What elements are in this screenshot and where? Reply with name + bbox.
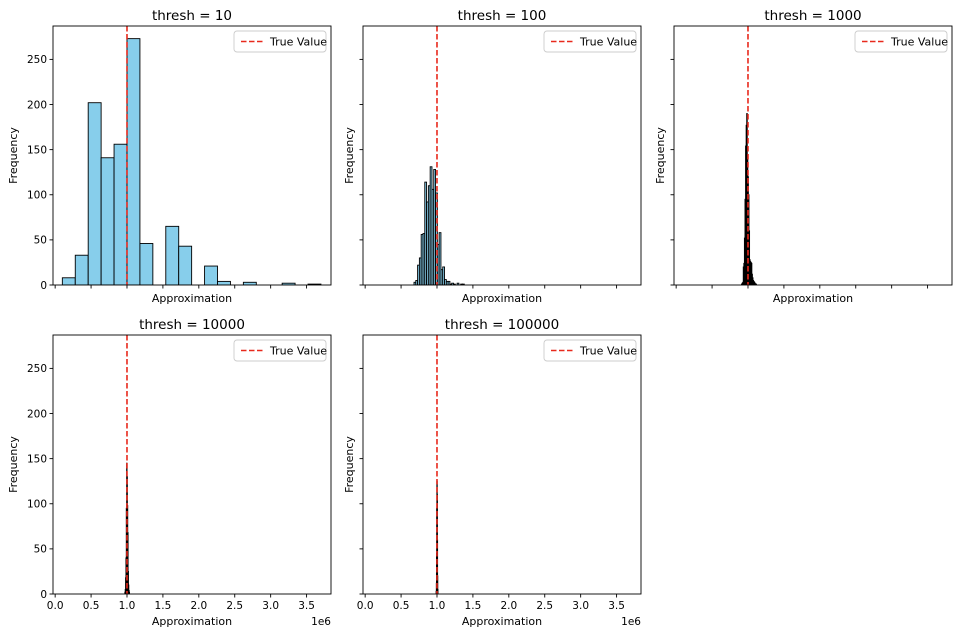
plot-area (61, 26, 322, 285)
x-axis-label: Approximation (152, 292, 232, 305)
legend: True Value (854, 30, 948, 53)
axes-frame (362, 334, 642, 595)
x-axis-label: Approximation (152, 615, 232, 628)
x-tick-label: 3.0 (572, 600, 589, 612)
histogram-bar (447, 280, 451, 285)
histogram-bar (217, 280, 231, 285)
x-tick-label: 1.0 (119, 600, 136, 612)
legend-box (233, 339, 327, 362)
x-tick-label: 3.5 (298, 600, 315, 612)
histogram-bar (139, 243, 154, 285)
histogram-bar (204, 265, 218, 285)
y-tick-label: 0 (40, 280, 47, 292)
histogram-bar (438, 232, 442, 285)
subplot-title: thresh = 1000 (764, 8, 861, 24)
y-axis-label: Frequency (7, 127, 20, 184)
plot-area (435, 335, 439, 594)
histogram-bar (462, 283, 465, 285)
legend-box (543, 30, 637, 53)
legend-box (543, 339, 637, 362)
legend: True Value (543, 339, 637, 362)
axes-frame (362, 25, 642, 286)
plot-area (741, 26, 757, 285)
x-tick-label: 1.5 (155, 600, 172, 612)
axes-frame (52, 25, 332, 286)
y-tick-label: 250 (27, 54, 47, 66)
legend-label: True Value (269, 36, 327, 49)
x-tick-label: 3.0 (262, 600, 279, 612)
histogram-bar (453, 283, 456, 285)
subplot-title: thresh = 10 (152, 8, 232, 24)
y-tick-label: 0 (40, 589, 47, 601)
x-axis-label: Approximation (462, 292, 542, 305)
histogram-bar (100, 157, 115, 285)
x-tick-label: 0.5 (393, 600, 410, 612)
y-tick-label: 200 (27, 99, 47, 111)
histogram-bar (178, 245, 193, 285)
y-tick-label: 100 (27, 499, 47, 511)
histogram-bar (74, 254, 89, 285)
subplot-2: thresh = 100 Approximation Frequency True V… (343, 8, 642, 305)
legend: True Value (233, 30, 327, 53)
y-tick-label: 150 (27, 453, 47, 465)
y-tick-label: 250 (27, 363, 47, 375)
histogram-bar (281, 282, 296, 285)
x-tick-label: 2.5 (226, 600, 243, 612)
x-tick-label: 3.5 (608, 600, 625, 612)
histogram-bar (113, 143, 128, 285)
y-axis-label: Frequency (343, 436, 356, 493)
y-axis-label: Frequency (343, 127, 356, 184)
x-tick-label: 1.5 (465, 600, 482, 612)
x-tick-label: 0.5 (83, 600, 100, 612)
x-offset-label: 1e6 (311, 616, 331, 628)
histogram-bar (456, 282, 460, 285)
subplot-1: 0 50 100 150 200 250 thresh = 10 Approximation F… (7, 8, 332, 305)
x-tick-label: 1.0 (429, 600, 446, 612)
y-axis-label: Frequency (654, 127, 667, 184)
subplot-title: thresh = 100000 (445, 317, 559, 333)
histogram-bar (307, 283, 322, 285)
x-axis-label: Approximation (462, 615, 542, 628)
y-axis-label: Frequency (7, 436, 20, 493)
y-tick-label: 200 (27, 408, 47, 420)
y-tick-label: 100 (27, 190, 47, 202)
histogram-bar (61, 277, 76, 285)
x-tick-label: 0.0 (357, 600, 374, 612)
histogram-bar (442, 266, 445, 285)
x-tick-label: 2.0 (190, 600, 207, 612)
subplot-title: thresh = 10000 (139, 317, 245, 333)
plot-area (124, 335, 130, 594)
legend-label: True Value (890, 36, 948, 49)
legend: True Value (233, 339, 327, 362)
legend-label: True Value (579, 36, 637, 49)
plot-area (413, 26, 465, 285)
axes-frame (52, 334, 332, 595)
legend-label: True Value (579, 345, 637, 358)
y-tick-label: 150 (27, 144, 47, 156)
histogram-bar (242, 281, 257, 285)
legend: True Value (543, 30, 637, 53)
x-axis-label: Approximation (773, 292, 853, 305)
axes-frame (673, 25, 953, 286)
subplot-title: thresh = 100 (458, 8, 547, 24)
subplot-4: 0 50 100 150 200 250 0.0 0.5 1.0 1.5 2.0 2.5 3.0 3.5 1… (7, 317, 332, 628)
histogram-bar (755, 283, 757, 285)
subplot-3: thresh = 1000 Approximation Frequency True … (654, 8, 953, 305)
legend-box (233, 30, 327, 53)
histogram-bar (165, 225, 180, 285)
x-tick-label: 0.0 (47, 600, 64, 612)
y-tick-label: 50 (34, 544, 47, 556)
x-tick-label: 2.0 (500, 600, 517, 612)
histogram-bar (87, 102, 102, 285)
x-offset-label: 1e6 (621, 616, 641, 628)
legend-label: True Value (269, 345, 327, 358)
x-tick-label: 2.5 (536, 600, 553, 612)
histogram-bar (126, 38, 141, 285)
subplot-5: 0.0 0.5 1.0 1.5 2.0 2.5 3.0 3.5 1e6 thresh = 1000… (343, 317, 642, 628)
legend-box (854, 30, 948, 53)
y-tick-label: 50 (34, 235, 47, 247)
